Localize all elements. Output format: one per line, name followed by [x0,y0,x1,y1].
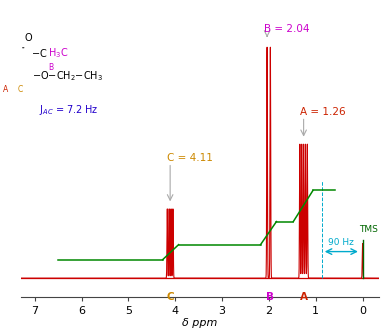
Text: C: C [17,85,22,94]
Text: O: O [24,33,32,43]
Text: A = 1.26: A = 1.26 [300,107,346,117]
Text: B: B [48,63,53,72]
Text: C = 4.11: C = 4.11 [167,153,213,163]
Text: C: C [166,292,174,302]
Text: 90 Hz: 90 Hz [329,237,354,246]
Text: TMS: TMS [360,225,378,234]
Text: $-$O$-$CH$_2$$-$CH$_3$: $-$O$-$CH$_2$$-$CH$_3$ [33,69,103,83]
Text: A: A [300,292,308,302]
X-axis label: δ ppm: δ ppm [182,318,217,328]
Text: A: A [3,85,9,94]
Text: J$_{AC}$ = 7.2 Hz: J$_{AC}$ = 7.2 Hz [39,103,98,117]
Text: B = 2.04: B = 2.04 [264,24,309,34]
Text: $-$C: $-$C [31,47,48,59]
Text: H$_3$C: H$_3$C [48,46,68,60]
Text: B: B [266,292,274,302]
